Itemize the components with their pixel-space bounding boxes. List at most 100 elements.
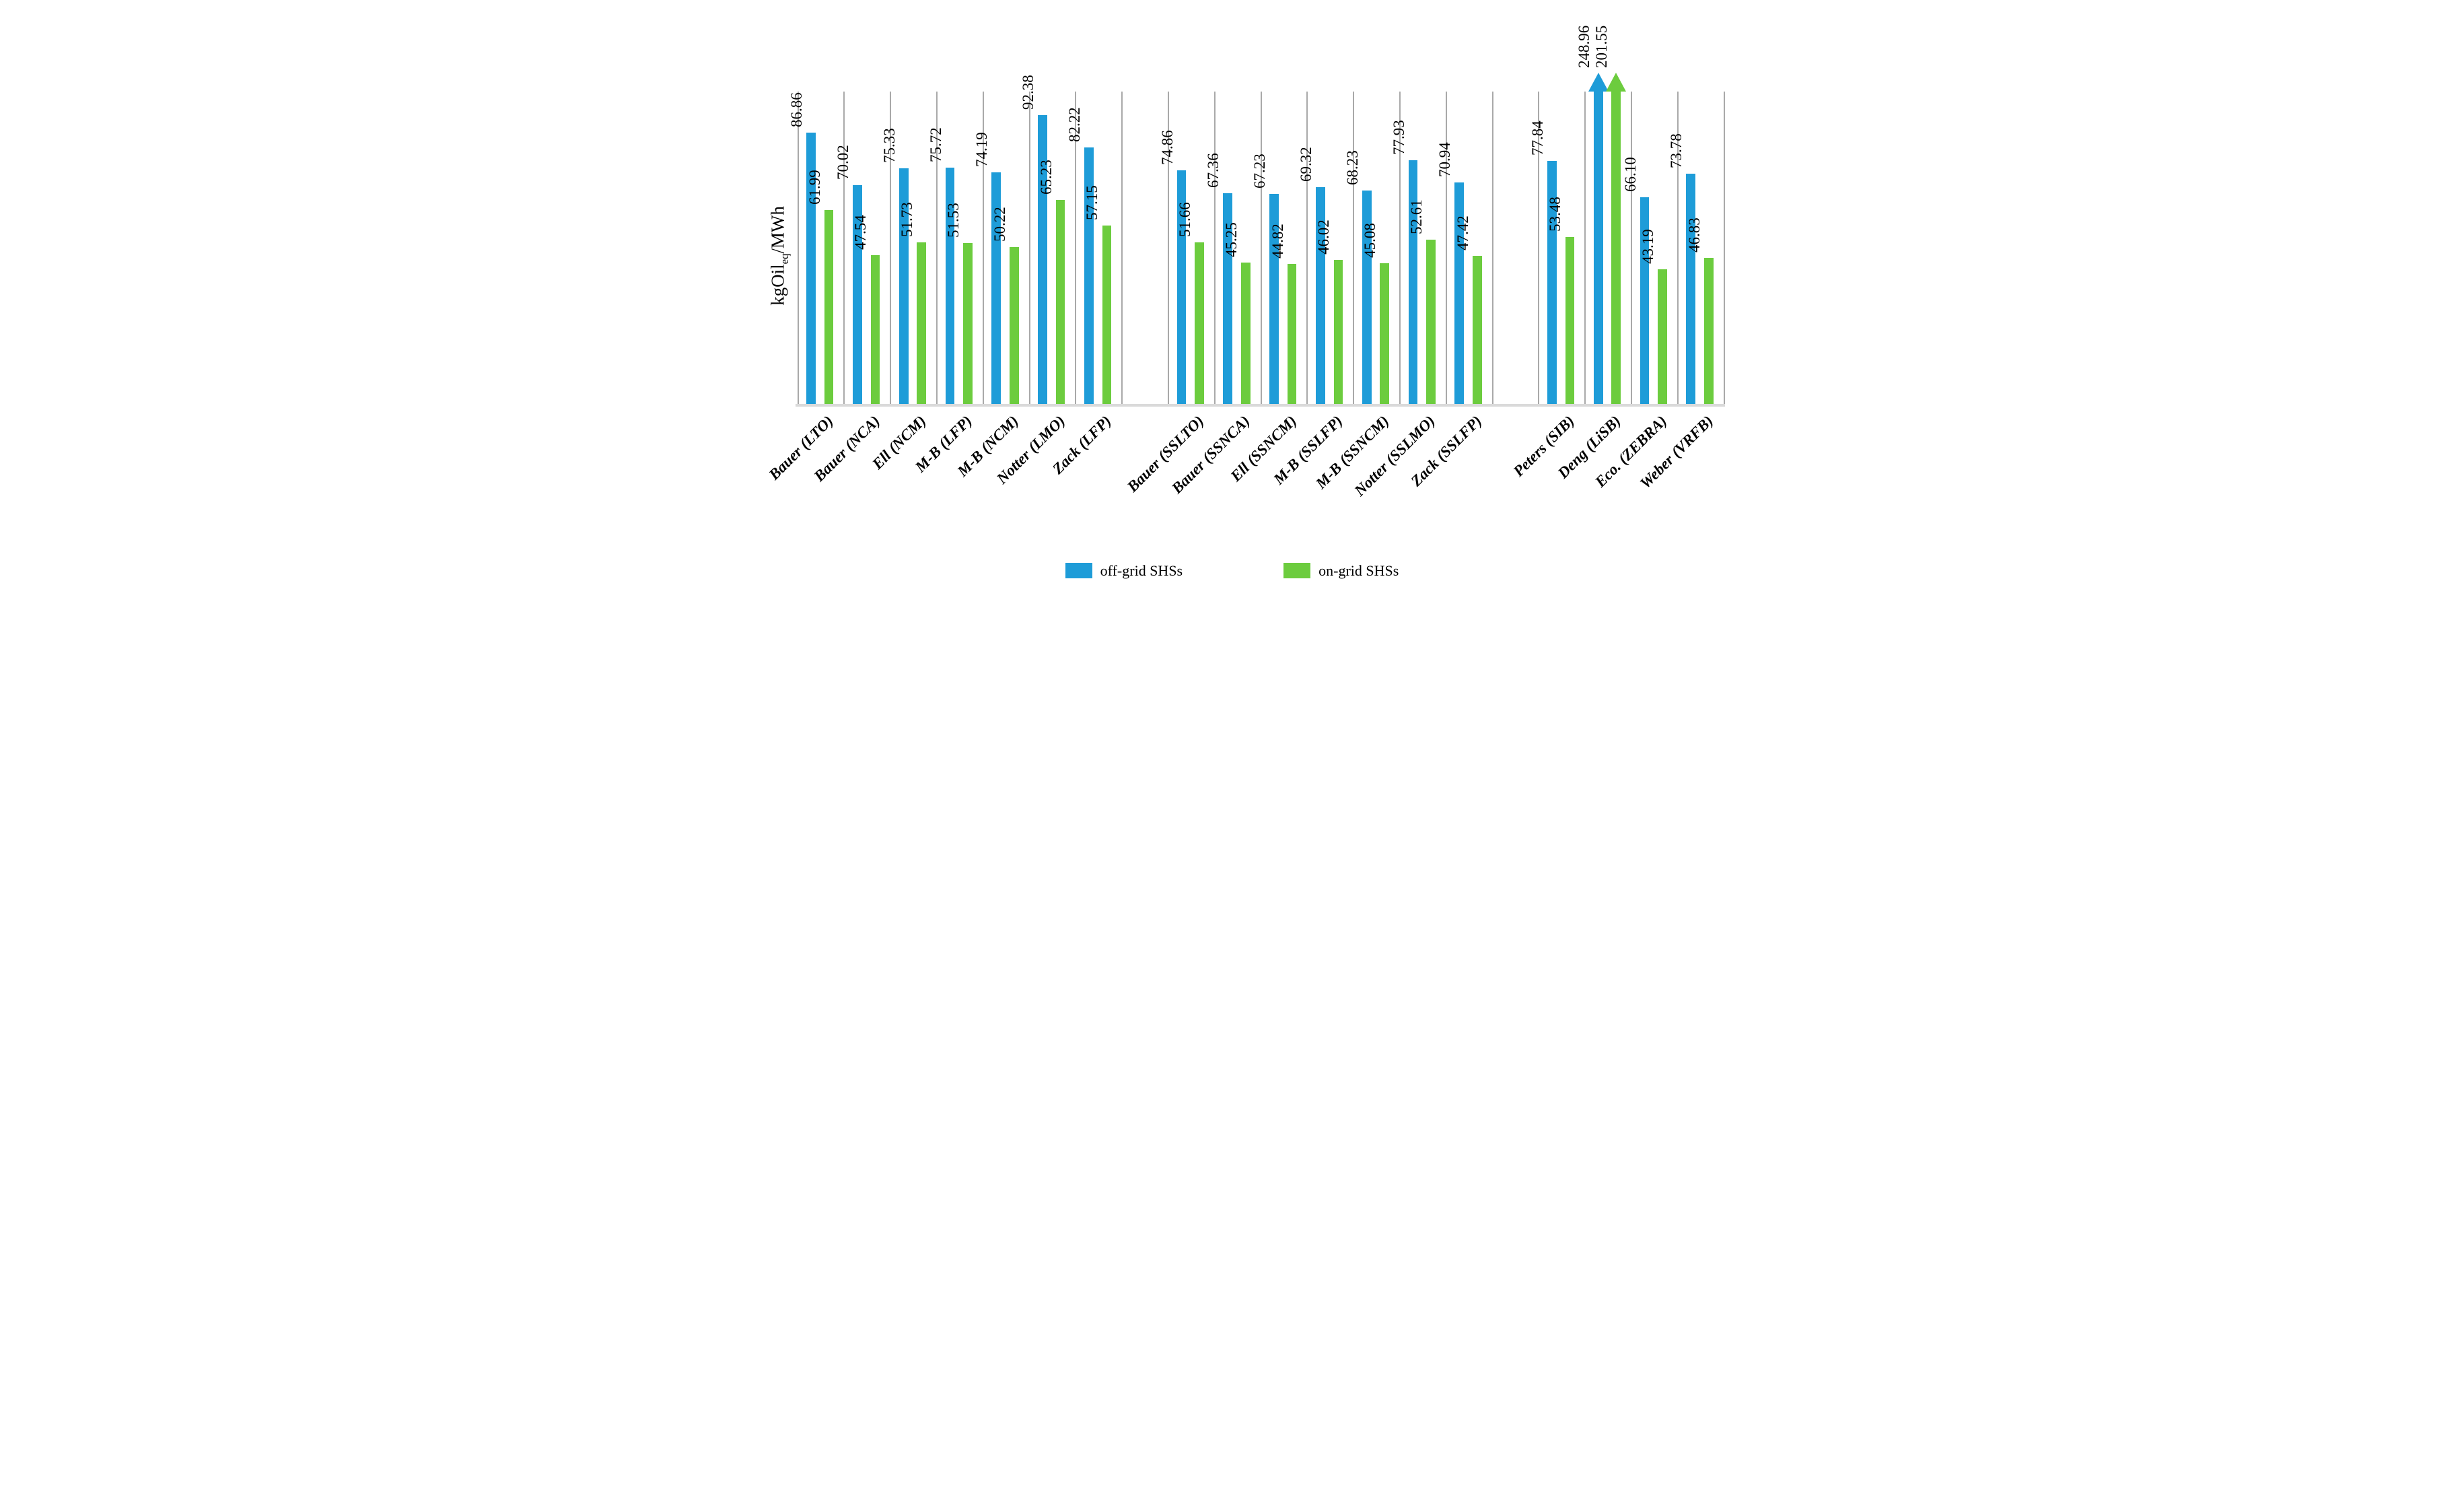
value-label-offgrid: 70.02 [834, 145, 851, 180]
value-label-ongrid: 51.73 [899, 202, 916, 237]
bar-offgrid-Bauer (NCA) [853, 185, 862, 404]
legend-item-offgrid: off-grid SHSs [1065, 563, 1183, 578]
category-gridline [890, 92, 892, 404]
category-gridline [1723, 92, 1725, 404]
category-gridline [1630, 92, 1632, 404]
bar-ongrid-Bauer (LTO) [824, 210, 834, 404]
bar-offgrid-Peters (SIB) [1547, 160, 1557, 404]
bar-offgrid-Bauer (LTO) [806, 132, 816, 404]
x-tick-label: Bauer (SSLTO) [1123, 412, 1207, 496]
legend-swatch-ongrid [1283, 563, 1311, 578]
category-gridline [1399, 92, 1401, 404]
value-label-offgrid: 86.86 [788, 92, 806, 127]
category-gridline [1445, 92, 1447, 404]
value-label-ongrid: 46.02 [1315, 219, 1333, 255]
value-label-offgrid: 68.23 [1343, 150, 1361, 186]
overflow-arrow-icon-offgrid [1588, 73, 1609, 92]
category-gridline [1491, 92, 1493, 404]
bar-offgrid-Eco. (ZEBRA) [1640, 197, 1650, 404]
legend-item-ongrid: on-grid SHSs [1283, 563, 1399, 578]
bar-offgrid-M-B (SSNCM) [1362, 191, 1372, 404]
bar-ongrid-Notter (LMO) [1055, 200, 1065, 404]
category-gridline [1075, 92, 1077, 404]
value-label-offgrid: 74.86 [1158, 129, 1176, 165]
bar-offgrid-Weber (VRFB) [1686, 173, 1696, 404]
legend-label-offgrid: off-grid SHSs [1100, 561, 1183, 579]
figure-canvas: kgOileq/MWh 86.86 61.99 Bauer (LTO) 70.02 47… [739, 0, 1725, 601]
bar-ongrid-Weber (VRFB) [1703, 257, 1714, 404]
value-label-ongrid: 65.23 [1037, 160, 1055, 195]
bar-ongrid-Ell (NCM) [917, 242, 927, 404]
bar-ongrid-Zack (LFP) [1102, 225, 1112, 404]
bar-offgrid-Zack (LFP) [1084, 147, 1094, 404]
category-gridline [936, 92, 938, 404]
value-label-ongrid: 45.08 [1362, 223, 1379, 258]
value-label-offgrid: 73.78 [1668, 133, 1685, 168]
category-gridline [1306, 92, 1308, 404]
bar-ongrid-Eco. (ZEBRA) [1658, 269, 1667, 404]
value-label-offgrid: 69.32 [1297, 147, 1314, 182]
bar-ongrid-Notter (SSLMO) [1426, 239, 1436, 404]
category-gridline [1213, 92, 1216, 404]
category-gridline [797, 92, 799, 404]
bar-offgrid-Bauer (SSNCA) [1223, 193, 1233, 404]
category-gridline [982, 92, 984, 404]
category-gridline [1028, 92, 1030, 404]
value-label-ongrid: 43.19 [1639, 228, 1656, 264]
bar-ongrid-Peters (SIB) [1565, 236, 1575, 404]
category-gridline [1121, 92, 1123, 404]
category-gridline [1167, 92, 1169, 404]
bar-offgrid-Deng (LiSB) [1593, 92, 1603, 404]
category-gridline [1538, 92, 1540, 404]
bar-ongrid-Bauer (NCA) [870, 255, 880, 404]
category-gridline [1677, 92, 1679, 404]
value-label-offgrid: 92.38 [1020, 75, 1037, 110]
value-label-offgrid: 77.93 [1390, 120, 1407, 156]
value-label-ongrid: 57.15 [1084, 185, 1101, 220]
bar-offgrid-Ell (NCM) [899, 168, 909, 404]
value-label-ongrid: 46.83 [1685, 217, 1703, 252]
bar-offgrid-M-B (NCM) [991, 172, 1001, 404]
value-label-offgrid: 248.96 [1575, 25, 1592, 68]
x-axis-baseline [795, 404, 1725, 407]
bar-ongrid-M-B (LFP) [963, 242, 973, 404]
value-label-offgrid: 75.33 [880, 128, 898, 164]
value-label-ongrid: 201.55 [1593, 25, 1611, 68]
y-axis-label-suffix: /MWh [767, 206, 787, 254]
value-label-ongrid: 47.54 [852, 215, 870, 250]
plot-area: 86.86 61.99 Bauer (LTO) 70.02 47.54 Bauer (NC… [766, 26, 1725, 500]
bar-ongrid-M-B (NCM) [1009, 246, 1019, 404]
bar-offgrid-Bauer (SSLTO) [1176, 170, 1187, 404]
bar-ongrid-Deng (LiSB) [1611, 92, 1621, 404]
value-label-ongrid: 51.66 [1176, 202, 1193, 238]
bar-offgrid-Zack (SSLFP) [1454, 182, 1465, 404]
y-axis-label-subscript: eq [777, 253, 791, 265]
bar-ongrid-M-B (SSNCM) [1380, 263, 1390, 404]
bar-offgrid-M-B (LFP) [945, 167, 955, 404]
value-label-offgrid: 67.36 [1205, 153, 1222, 189]
y-axis-label: kgOileq/MWh [767, 206, 791, 306]
bar-ongrid-Ell (SSNCM) [1287, 264, 1297, 404]
legend-swatch-offgrid [1065, 563, 1092, 578]
value-label-offgrid: 77.84 [1528, 121, 1546, 156]
x-tick-label: Notter (SSLMO) [1351, 412, 1439, 500]
bar-offgrid-M-B (SSLFP) [1316, 187, 1325, 404]
y-axis-label-prefix: kgOil [767, 264, 787, 306]
value-label-offgrid: 70.94 [1436, 142, 1454, 177]
value-label-ongrid: 61.99 [806, 170, 823, 205]
value-label-ongrid: 51.53 [944, 203, 962, 238]
value-label-ongrid: 47.42 [1454, 215, 1471, 250]
bar-offgrid-Ell (SSNCM) [1269, 194, 1279, 404]
value-label-offgrid: 82.22 [1065, 106, 1083, 142]
value-label-offgrid: 66.10 [1621, 157, 1639, 193]
category-gridline [1260, 92, 1262, 404]
bar-ongrid-M-B (SSLFP) [1333, 260, 1343, 404]
value-label-ongrid: 50.22 [991, 207, 1008, 242]
bar-ongrid-Bauer (SSLTO) [1195, 242, 1204, 404]
category-gridline [1353, 92, 1355, 404]
bar-offgrid-Notter (LMO) [1038, 115, 1047, 404]
value-label-offgrid: 74.19 [973, 132, 991, 167]
value-label-ongrid: 44.82 [1269, 224, 1286, 259]
value-label-offgrid: 75.72 [927, 127, 944, 162]
bar-ongrid-Bauer (SSNCA) [1240, 263, 1251, 404]
